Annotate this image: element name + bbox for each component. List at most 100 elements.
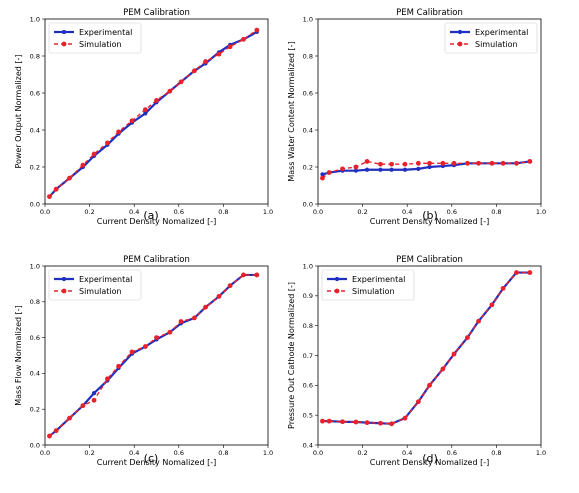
simulation-point [340, 419, 345, 425]
simulation-point [402, 161, 408, 167]
simulation-point [465, 160, 470, 166]
simulation-point [216, 294, 222, 299]
legend-box [321, 269, 415, 301]
simulation-point [129, 349, 135, 355]
y-tick-label: 0.2 [303, 163, 313, 171]
x-axis-label: Current Density Nomalized [-] [97, 217, 216, 226]
x-tick-label: 1.0 [536, 208, 546, 216]
simulation-point [364, 420, 370, 426]
experimental-point [143, 111, 148, 116]
simulation-point [378, 420, 383, 426]
chart-title: PEM Calibration [123, 8, 190, 18]
simulation-point [192, 68, 197, 74]
simulation-point [476, 318, 481, 324]
experimental-point [378, 167, 383, 172]
y-tick-label: 0.2 [30, 406, 40, 414]
y-tick-label: 0.0 [30, 441, 40, 449]
x-tick-label: 0.6 [447, 449, 457, 457]
x-tick-label: 0.0 [313, 449, 323, 457]
simulation-point [216, 51, 222, 57]
legend-marker [61, 288, 67, 294]
simulation-point [192, 315, 197, 321]
legend-label: Experimental [475, 28, 528, 37]
simulation-point [527, 159, 533, 164]
simulation-point [53, 186, 59, 192]
panel-caption: (d) [422, 452, 438, 465]
simulation-point [167, 329, 173, 335]
simulation-point [320, 418, 325, 424]
y-axis-label: Pressure Out Cathode Normalized [-] [287, 282, 296, 429]
y-tick-label: 0.5 [303, 411, 313, 419]
chart-title: PEM Calibration [123, 255, 190, 265]
y-tick-label: 0.8 [30, 298, 40, 306]
simulation-point [105, 140, 110, 146]
simulation-point [489, 160, 495, 166]
simulation-point [167, 88, 173, 94]
simulation-point [320, 175, 325, 181]
legend-label: Simulation [79, 287, 122, 296]
y-tick-label: 0.8 [30, 52, 40, 60]
x-tick-label: 0.4 [402, 208, 412, 216]
x-tick-label: 0.2 [84, 449, 94, 457]
simulation-point [178, 79, 184, 85]
simulation-point [67, 175, 72, 181]
y-tick-label: 1.0 [30, 262, 40, 270]
experimental-point [364, 167, 370, 172]
legend-marker [61, 29, 67, 35]
simulation-point [340, 166, 345, 172]
legend-label: Simulation [475, 40, 518, 49]
y-tick-label: 0.6 [303, 382, 313, 390]
simulation-point [47, 194, 52, 200]
simulation-point [389, 161, 394, 167]
y-tick-label: 0.8 [303, 322, 313, 330]
simulation-point [500, 160, 506, 166]
simulation-point [91, 151, 97, 157]
experimental-point [320, 172, 325, 177]
experimental-point [427, 164, 432, 170]
simulation-point [402, 415, 408, 421]
simulation-point [203, 59, 208, 64]
legend-marker [334, 276, 340, 282]
experimental-point [353, 168, 359, 173]
legend-marker [457, 29, 463, 35]
simulation-point [451, 351, 457, 357]
simulation-point [326, 418, 332, 424]
x-tick-label: 0.8 [491, 208, 501, 216]
simulation-point [415, 160, 421, 166]
x-tick-label: 0.8 [218, 208, 228, 216]
legend-marker [61, 276, 67, 282]
legend: Experimental Simulation [321, 269, 415, 301]
y-tick-label: 0.9 [303, 292, 313, 300]
legend-label: Simulation [352, 287, 395, 296]
simulation-point [514, 270, 519, 275]
simulation-point [476, 160, 481, 166]
legend-label: Experimental [79, 275, 132, 284]
x-axis-label: Current Density Nomalized [-] [370, 217, 489, 226]
simulation-point [500, 285, 506, 291]
legend: Experimental Simulation [48, 22, 142, 54]
simulation-point [116, 363, 121, 369]
y-tick-label: 0.6 [30, 89, 40, 97]
legend-marker [457, 41, 463, 47]
legend: Experimental Simulation [48, 269, 142, 301]
x-tick-label: 0.8 [491, 449, 501, 457]
simulation-point [178, 319, 184, 324]
x-tick-label: 0.0 [40, 208, 50, 216]
y-tick-label: 0.4 [30, 126, 40, 134]
simulation-point [142, 344, 148, 349]
simulation-point [465, 335, 470, 340]
y-tick-label: 1.0 [303, 262, 313, 270]
y-tick-label: 0.7 [303, 352, 313, 360]
simulation-point [326, 170, 332, 175]
simulation-point [440, 366, 446, 372]
simulation-point [53, 428, 59, 434]
x-tick-label: 0.2 [357, 449, 367, 457]
x-axis-label: Current Density Nomalized [-] [97, 458, 216, 467]
experimental-point [389, 167, 394, 172]
simulation-point [129, 118, 135, 124]
simulation-point [440, 160, 446, 166]
simulation-point [427, 160, 432, 166]
simulation-point [389, 421, 394, 427]
simulation-point [415, 399, 421, 405]
x-tick-label: 1.0 [263, 449, 273, 457]
